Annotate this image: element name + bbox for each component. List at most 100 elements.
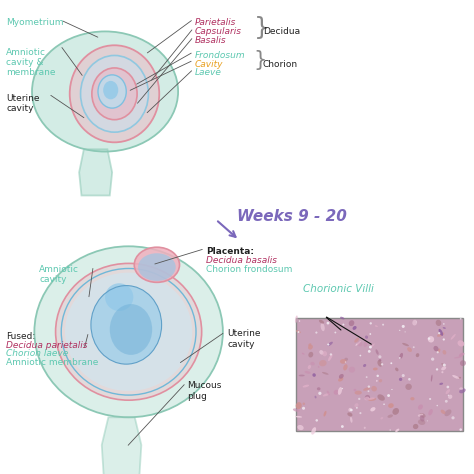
Ellipse shape	[375, 349, 379, 355]
Ellipse shape	[408, 378, 411, 381]
Ellipse shape	[428, 337, 430, 340]
Ellipse shape	[316, 419, 318, 421]
Ellipse shape	[319, 360, 327, 366]
Ellipse shape	[457, 340, 464, 346]
Ellipse shape	[379, 379, 382, 383]
Ellipse shape	[459, 388, 465, 393]
Ellipse shape	[330, 353, 332, 356]
Text: Decidua basalis: Decidua basalis	[206, 256, 277, 265]
Ellipse shape	[438, 348, 440, 353]
Ellipse shape	[365, 336, 368, 339]
Ellipse shape	[439, 383, 443, 385]
Ellipse shape	[335, 332, 336, 333]
Text: Amniotic
cavity &
membrane: Amniotic cavity & membrane	[6, 47, 55, 77]
Ellipse shape	[368, 350, 371, 353]
Ellipse shape	[295, 315, 298, 323]
Ellipse shape	[367, 390, 369, 392]
Text: }: }	[254, 16, 270, 40]
Ellipse shape	[441, 366, 446, 370]
Ellipse shape	[302, 402, 305, 405]
Ellipse shape	[377, 360, 382, 367]
Ellipse shape	[451, 416, 455, 419]
Ellipse shape	[339, 374, 344, 379]
Ellipse shape	[407, 347, 412, 352]
Ellipse shape	[375, 325, 378, 327]
Ellipse shape	[370, 322, 372, 325]
Ellipse shape	[441, 371, 444, 373]
Text: Parietalis: Parietalis	[195, 18, 236, 27]
Ellipse shape	[355, 391, 362, 395]
Ellipse shape	[405, 331, 406, 332]
Text: Uterine
cavity: Uterine cavity	[6, 94, 40, 113]
Text: }: }	[254, 50, 267, 70]
Ellipse shape	[353, 326, 356, 330]
Ellipse shape	[413, 346, 415, 348]
Ellipse shape	[400, 353, 403, 359]
Ellipse shape	[441, 410, 446, 414]
Ellipse shape	[395, 428, 399, 432]
Text: Chorion frondosum: Chorion frondosum	[206, 265, 293, 274]
Ellipse shape	[35, 246, 223, 417]
Ellipse shape	[338, 387, 342, 395]
Ellipse shape	[298, 331, 300, 333]
Text: Chorionic Villi: Chorionic Villi	[303, 284, 374, 294]
Ellipse shape	[356, 341, 361, 346]
Ellipse shape	[344, 358, 348, 361]
Ellipse shape	[320, 323, 325, 331]
Ellipse shape	[445, 410, 451, 416]
Ellipse shape	[355, 403, 358, 408]
Ellipse shape	[92, 68, 137, 120]
Ellipse shape	[416, 353, 419, 357]
Ellipse shape	[401, 325, 405, 328]
Ellipse shape	[363, 364, 366, 367]
Ellipse shape	[376, 374, 379, 377]
Ellipse shape	[319, 320, 324, 324]
Ellipse shape	[428, 409, 433, 415]
Ellipse shape	[357, 341, 363, 346]
Ellipse shape	[308, 343, 311, 346]
Ellipse shape	[373, 367, 378, 371]
Ellipse shape	[399, 330, 401, 331]
Ellipse shape	[350, 409, 353, 411]
Ellipse shape	[459, 387, 463, 390]
Text: Weeks 9 - 20: Weeks 9 - 20	[237, 209, 347, 224]
Ellipse shape	[443, 323, 445, 325]
Ellipse shape	[410, 397, 415, 401]
Text: Amniotic membrane: Amniotic membrane	[6, 358, 99, 367]
Ellipse shape	[308, 352, 313, 357]
Text: Laeve: Laeve	[195, 68, 221, 77]
Ellipse shape	[295, 416, 302, 418]
Ellipse shape	[340, 317, 345, 319]
Ellipse shape	[368, 398, 375, 400]
Ellipse shape	[342, 388, 343, 389]
Ellipse shape	[328, 354, 333, 361]
Ellipse shape	[438, 332, 440, 334]
Ellipse shape	[437, 351, 439, 353]
Ellipse shape	[447, 386, 449, 388]
FancyBboxPatch shape	[296, 318, 463, 431]
Ellipse shape	[134, 247, 180, 283]
Ellipse shape	[55, 264, 201, 400]
Ellipse shape	[381, 363, 383, 365]
Ellipse shape	[368, 385, 370, 388]
Ellipse shape	[363, 387, 370, 391]
Ellipse shape	[392, 408, 399, 415]
Text: Chorion: Chorion	[263, 60, 298, 69]
Ellipse shape	[323, 411, 327, 417]
Ellipse shape	[358, 398, 360, 400]
Ellipse shape	[348, 408, 352, 411]
Ellipse shape	[431, 374, 432, 382]
Ellipse shape	[378, 359, 381, 362]
Ellipse shape	[364, 341, 367, 347]
Ellipse shape	[428, 336, 434, 343]
Ellipse shape	[342, 324, 345, 326]
Ellipse shape	[459, 428, 462, 431]
Ellipse shape	[297, 425, 304, 430]
Ellipse shape	[365, 397, 369, 401]
Text: Cavity: Cavity	[195, 60, 223, 69]
Ellipse shape	[296, 330, 301, 333]
Ellipse shape	[399, 357, 401, 359]
Ellipse shape	[315, 396, 317, 399]
Ellipse shape	[443, 327, 446, 329]
Ellipse shape	[462, 341, 464, 347]
